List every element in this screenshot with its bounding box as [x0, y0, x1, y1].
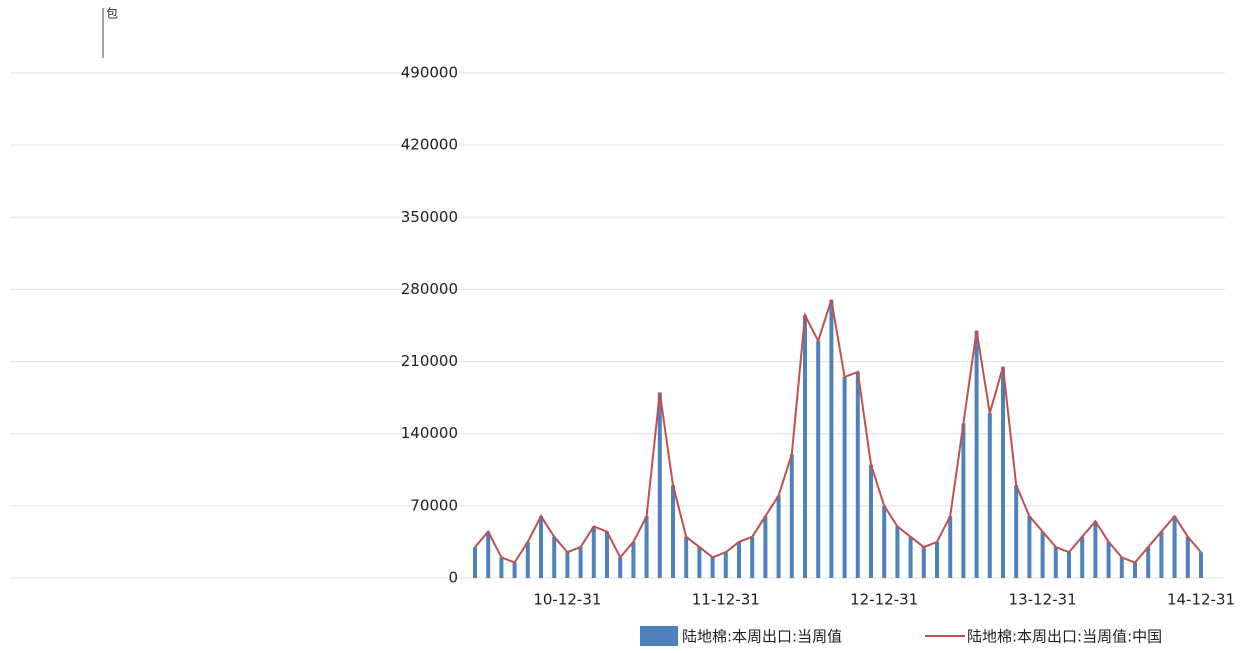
bar [1159, 531, 1164, 578]
bar [1106, 541, 1111, 578]
x-tick-label: 13-12-31 [1009, 591, 1077, 609]
bar [1199, 552, 1203, 578]
bar [803, 315, 807, 578]
bar [499, 557, 504, 578]
bar [657, 392, 662, 578]
x-tick-label: 11-12-31 [692, 591, 760, 609]
bar [961, 423, 966, 578]
x-tick-label: 14-12-31 [1167, 591, 1235, 609]
bar [1093, 521, 1098, 578]
bar [473, 547, 477, 578]
bar [750, 536, 755, 578]
bar [512, 562, 517, 578]
bar [1040, 531, 1045, 578]
bar [908, 536, 913, 578]
bar [486, 531, 491, 578]
x-tick-label: 10-12-31 [533, 591, 601, 609]
bar [974, 330, 979, 578]
bar [1172, 516, 1177, 578]
bar [565, 552, 570, 578]
bar [1133, 562, 1137, 578]
y-tick-label: 280000 [401, 280, 458, 298]
unit-label: 包 [106, 7, 118, 21]
bar [1080, 536, 1085, 578]
bar [829, 299, 834, 578]
bar [539, 516, 543, 578]
line [474, 299, 1202, 564]
bar [723, 552, 728, 578]
bar [644, 516, 649, 578]
bar [948, 516, 953, 578]
x-tick-label: 12-12-31 [850, 591, 918, 609]
bar [1027, 516, 1032, 578]
y-tick-label: 350000 [401, 208, 458, 226]
bar [631, 541, 636, 578]
bar [763, 516, 768, 578]
bar [842, 377, 847, 578]
bar [1067, 552, 1071, 578]
bar [816, 340, 821, 578]
bar [776, 495, 781, 578]
bar [882, 505, 887, 578]
bar [1119, 557, 1124, 578]
bar [987, 413, 992, 578]
bar [605, 531, 609, 578]
bar [697, 547, 702, 578]
bar [525, 541, 530, 578]
bar [710, 557, 715, 578]
bar [578, 547, 583, 578]
bar [1146, 547, 1151, 578]
y-tick-label: 420000 [401, 136, 458, 154]
bar [1001, 366, 1005, 578]
legend-swatch [640, 626, 678, 646]
bar [921, 547, 926, 578]
y-tick-label: 70000 [410, 496, 458, 514]
y-tick-label: 210000 [401, 352, 458, 370]
y-tick-label: 140000 [401, 424, 458, 442]
bar [1014, 485, 1019, 578]
legend-label: 陆地棉:本周出口:当周值:中国 [967, 628, 1162, 646]
y-tick-label: 0 [448, 569, 458, 587]
y-tick-label: 490000 [401, 64, 458, 82]
bar [895, 526, 900, 578]
legend-label: 陆地棉:本周出口:当周值 [682, 628, 842, 646]
bar [1053, 547, 1058, 578]
bar [591, 526, 596, 578]
bar [935, 541, 939, 578]
bar [552, 536, 557, 578]
bar [618, 557, 623, 578]
bar [1185, 536, 1190, 578]
bar [671, 485, 675, 578]
bar [684, 536, 689, 578]
bar [789, 454, 794, 578]
bar [869, 464, 873, 578]
bar [737, 541, 741, 578]
bar [855, 371, 860, 578]
